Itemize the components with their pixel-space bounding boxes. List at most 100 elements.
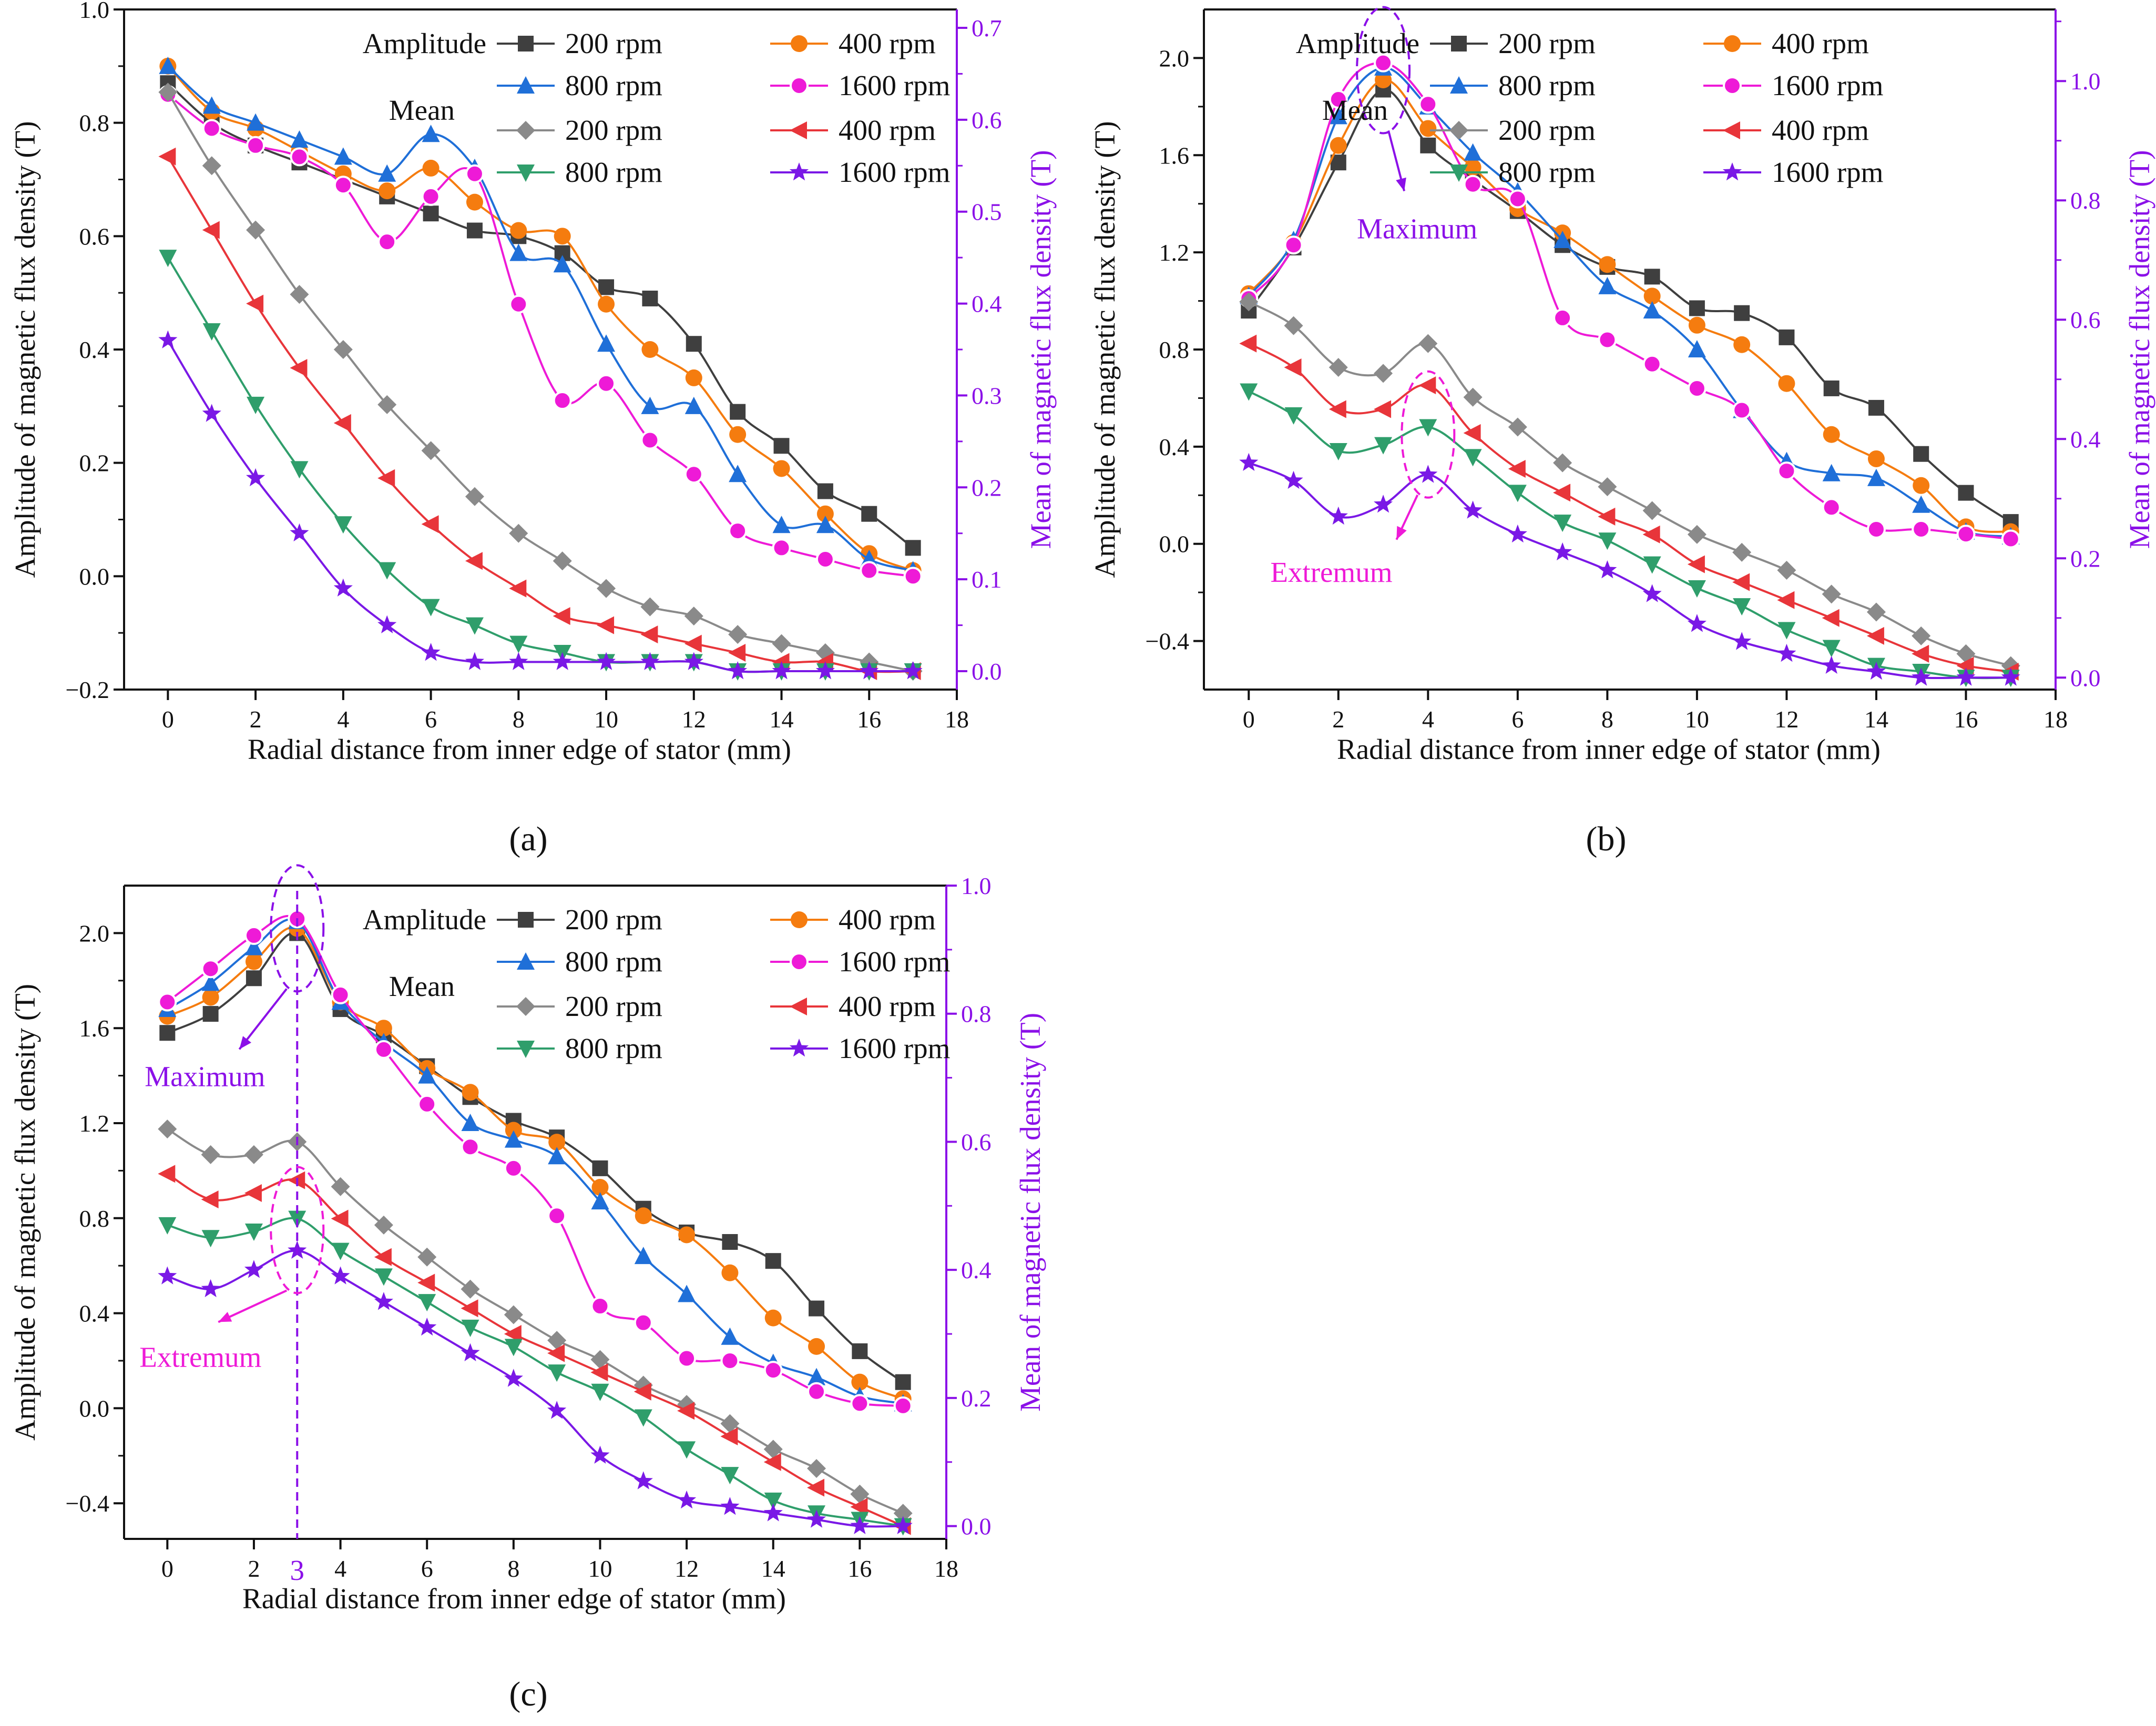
legend-label: 800 rpm — [1498, 69, 1596, 101]
legend-item: 200 rpm — [497, 114, 662, 146]
legend-label: 200 rpm — [565, 114, 662, 146]
data-point — [1418, 376, 1436, 395]
data-point — [1329, 107, 1347, 125]
data-point — [1329, 358, 1348, 377]
y-tick-label: 0.8 — [79, 1205, 110, 1232]
legend-label: 200 rpm — [565, 990, 662, 1022]
data-point — [1553, 542, 1572, 561]
data-point — [1643, 287, 1661, 305]
data-point — [547, 1401, 567, 1419]
data-point — [202, 119, 221, 138]
data-point — [547, 1206, 567, 1226]
data-point — [374, 1248, 392, 1266]
legend-item: 200 rpm — [497, 903, 662, 936]
legend-marker — [517, 76, 535, 94]
data-point — [423, 206, 439, 222]
y2-tick-label: 0.4 — [2070, 426, 2101, 453]
data-point — [1822, 498, 1841, 517]
data-point — [1284, 235, 1303, 255]
legend-label: 400 rpm — [839, 903, 936, 936]
data-point — [247, 396, 265, 414]
data-point — [159, 250, 177, 268]
legend-marker — [789, 162, 809, 181]
data-point — [290, 523, 309, 542]
legend-item: 1600 rpm — [770, 946, 950, 978]
data-point — [1688, 580, 1706, 598]
y2-tick-label: 0.1 — [972, 566, 1002, 593]
legend-marker — [517, 165, 535, 182]
legend-item: 1600 rpm — [770, 69, 950, 101]
data-point — [504, 1305, 523, 1324]
data-point — [684, 396, 703, 414]
legend-label: 800 rpm — [565, 156, 662, 188]
y-tick-label: 1.2 — [1159, 239, 1190, 266]
legend-marker — [516, 121, 535, 140]
legend-item: 200 rpm — [1430, 114, 1596, 146]
legend-label: 400 rpm — [1772, 27, 1869, 59]
annotation-maximum: Maximum — [1356, 6, 1477, 245]
data-point — [684, 634, 702, 653]
data-point — [634, 1409, 652, 1427]
data-point — [1508, 417, 1527, 437]
series-mean-200-rpm — [1239, 292, 2020, 675]
data-point — [202, 989, 219, 1006]
annotation-ellipse — [270, 1166, 325, 1294]
x-tick-label: 12 — [1774, 706, 1799, 733]
data-point — [158, 83, 178, 102]
data-point — [640, 625, 658, 644]
data-point — [554, 228, 571, 245]
data-point — [772, 516, 791, 533]
data-point — [461, 1114, 479, 1131]
data-point — [1374, 400, 1392, 418]
legend-marker — [790, 121, 807, 139]
x-tick-label: 16 — [1954, 706, 1978, 733]
y2-tick-label: 0.4 — [972, 291, 1002, 317]
legend-label: 800 rpm — [565, 1032, 662, 1064]
series-amplitude-1600-rpm — [158, 85, 923, 586]
data-point — [720, 1497, 740, 1515]
y-tick-label: 0.4 — [79, 1300, 110, 1327]
data-point — [598, 279, 615, 295]
data-point — [861, 506, 877, 522]
data-point — [1598, 477, 1617, 497]
legend-label: 1600 rpm — [839, 69, 950, 101]
legend-marker — [790, 76, 809, 95]
x-tick-label: 18 — [934, 1555, 958, 1582]
legend-label: 200 rpm — [1498, 27, 1596, 59]
data-point — [421, 441, 441, 460]
legend-item: 400 rpm — [770, 27, 936, 59]
data-point — [421, 643, 441, 661]
data-point — [1598, 330, 1617, 350]
data-point — [158, 1266, 177, 1285]
data-point — [677, 1349, 697, 1368]
data-point — [290, 461, 309, 479]
data-point — [597, 652, 616, 670]
x-tick-label: 6 — [421, 1555, 433, 1582]
data-point — [598, 295, 615, 313]
y-tick-label: 0.8 — [79, 110, 110, 137]
legend-marker — [517, 952, 535, 970]
series-line — [167, 257, 913, 673]
data-point — [1913, 477, 1930, 494]
data-point — [158, 1119, 177, 1139]
data-point — [1375, 71, 1392, 89]
data-point — [905, 540, 921, 556]
data-point — [678, 1285, 696, 1302]
data-point — [158, 147, 176, 166]
data-point — [377, 395, 397, 414]
legend-item: 400 rpm — [1703, 27, 1869, 59]
data-point — [1958, 485, 1974, 501]
data-point — [158, 1165, 176, 1183]
data-point — [850, 1516, 870, 1534]
series-mean-400-rpm — [158, 1165, 911, 1535]
data-point — [246, 970, 262, 987]
data-point — [597, 334, 616, 352]
data-point — [245, 953, 262, 970]
data-point — [1598, 276, 1617, 294]
data-point — [729, 465, 747, 482]
series-line — [1248, 301, 2011, 667]
data-point — [417, 1273, 435, 1292]
y2-tick-label: 0.6 — [2070, 306, 2101, 333]
data-point — [590, 1445, 610, 1464]
data-point — [331, 1266, 350, 1285]
